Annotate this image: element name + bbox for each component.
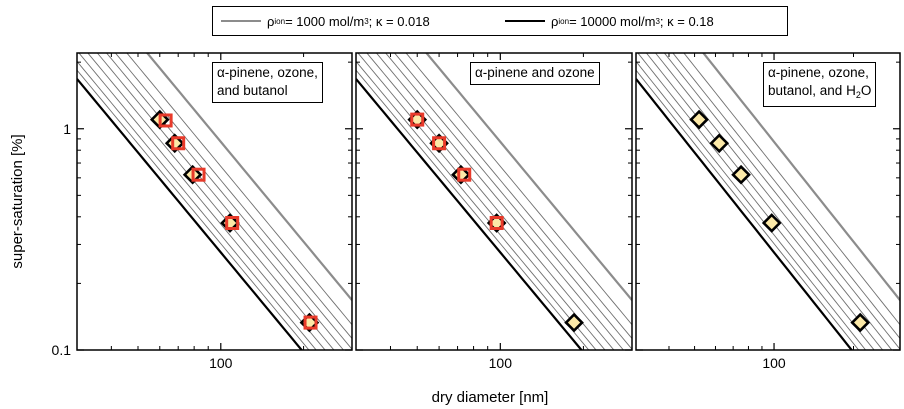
data-point-square xyxy=(191,167,206,182)
kappa-line-low xyxy=(145,53,352,301)
data-point-square xyxy=(303,315,318,330)
data-point-diamond xyxy=(761,213,782,233)
panel-1-label-line-2: and butanol xyxy=(217,83,288,98)
kappa-line-4 xyxy=(366,53,615,350)
kappa-line-7 xyxy=(356,69,590,350)
kappa-line-0 xyxy=(405,53,632,325)
y-axis-label: super-saturation [%] xyxy=(9,134,26,268)
reference-lines xyxy=(636,53,900,350)
kappa-line-2 xyxy=(105,53,352,350)
panel-2-label-line-1: α-pinene and ozone xyxy=(475,65,595,80)
panel-3-label-line-1: α-pinene, ozone, xyxy=(768,65,869,80)
kappa-line-0 xyxy=(683,53,900,325)
kappa-line-3 xyxy=(375,53,624,350)
legend-kappa: ; κ = 0.018 xyxy=(368,13,430,29)
legend-line-black xyxy=(505,20,545,22)
legend-rho-subscript: ion xyxy=(558,16,570,26)
data-point-diamond xyxy=(564,312,584,333)
data-point-diamond xyxy=(850,312,871,333)
x-tick-label: 100 xyxy=(209,355,233,371)
kappa-line-high xyxy=(356,78,583,350)
data-point-square xyxy=(457,167,472,182)
legend-entry-high-kappa: ρ ion = 10000 mol/m 3; κ = 0.18 xyxy=(505,7,714,35)
legend-rho-symbol: ρ xyxy=(267,13,275,29)
x-tick-label: 100 xyxy=(762,355,786,371)
data-point-diamond xyxy=(731,164,751,185)
kappa-line-6 xyxy=(77,61,317,350)
kappa-line-high xyxy=(636,78,854,350)
kappa-line-low xyxy=(425,53,632,301)
kappa-line-7 xyxy=(77,69,310,350)
panel-1: 100 1 0.1 xyxy=(52,52,353,371)
x-tick-label: 100 xyxy=(489,355,513,371)
panel-3: 100 xyxy=(635,52,901,371)
data-point-square xyxy=(225,216,240,231)
panel-frame xyxy=(355,52,633,351)
panel-3-label: α-pinene, ozone, butanol, and H2O xyxy=(763,62,877,107)
kappa-line-low xyxy=(701,53,900,301)
y-tick-label: 1 xyxy=(63,121,71,137)
panel-2-label: α-pinene and ozone xyxy=(470,62,600,85)
panel-1-label: α-pinene, ozone, and butanol xyxy=(212,62,323,103)
kappa-line-4 xyxy=(645,53,884,350)
kappa-line-2 xyxy=(663,53,900,350)
data-point-diamond xyxy=(689,109,709,130)
legend-rho-symbol: ρ xyxy=(551,13,559,29)
panel-2: 100 xyxy=(355,52,633,371)
panel-3-label-text: butanol, and H xyxy=(768,83,856,98)
kappa-line-3 xyxy=(96,53,345,350)
panel-frame xyxy=(76,52,353,351)
panel-1-label-line-1: α-pinene, ozone, xyxy=(217,65,318,80)
data-point-diamond xyxy=(709,133,730,154)
legend-rho-value: = 10000 mol/m xyxy=(569,13,656,29)
kappa-line-high xyxy=(77,78,304,350)
legend-kappa: ; κ = 0.18 xyxy=(659,13,714,29)
kappa-line-0 xyxy=(126,53,352,325)
panel-3-label-subscript: 2 xyxy=(855,90,861,100)
kappa-line-3 xyxy=(654,53,893,350)
panel-3-label-suffix: O xyxy=(860,83,872,98)
y-tick-label: 0.1 xyxy=(52,342,72,358)
kappa-line-2 xyxy=(385,53,632,350)
kappa-line-7 xyxy=(636,69,860,350)
kappa-line-1 xyxy=(672,53,900,339)
legend-rho-value: = 1000 mol/m xyxy=(285,13,365,29)
panel-frame xyxy=(635,52,901,351)
data-point-square xyxy=(489,216,504,231)
data-point-square xyxy=(410,112,425,127)
kappa-line-1 xyxy=(114,53,352,339)
data-point-square xyxy=(158,113,173,128)
panel-3-label-line-2: butanol, and H2O xyxy=(768,82,871,104)
legend-unit-superscript: 3 xyxy=(364,16,369,26)
legend-rho-subscript: ion xyxy=(274,16,286,26)
kappa-line-1 xyxy=(393,53,632,339)
legend-entry-low-kappa: ρ ion = 1000 mol/m 3; κ = 0.018 xyxy=(221,7,430,35)
legend-line-gray xyxy=(221,20,261,22)
data-point-square xyxy=(171,136,186,151)
data-point-square xyxy=(432,136,447,151)
x-axis-label: dry diameter [nm] xyxy=(432,389,549,406)
legend-unit-superscript: 3 xyxy=(655,16,660,26)
legend: ρ ion = 1000 mol/m 3; κ = 0.018 ρ ion = 100… xyxy=(212,6,788,36)
